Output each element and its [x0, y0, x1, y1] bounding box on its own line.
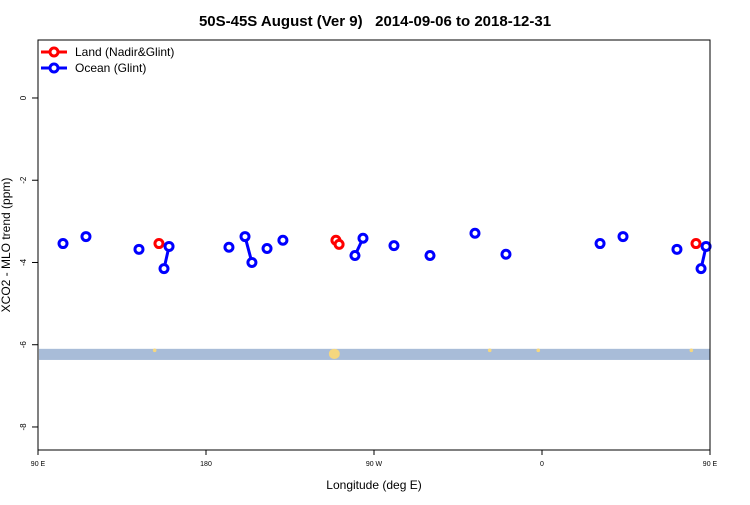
data-point: [671, 243, 683, 255]
data-point: [500, 248, 512, 260]
data-point: [246, 256, 258, 268]
data-point: [594, 238, 606, 250]
data-point: [424, 249, 436, 261]
data-point: [357, 232, 369, 244]
x-tick-label: 90 W: [366, 461, 383, 468]
land-mark: [328, 348, 339, 359]
legend-marker: [48, 46, 60, 58]
x-tick-label: 90 E: [703, 461, 718, 468]
data-point: [617, 231, 629, 243]
ocean-strip: [39, 348, 710, 360]
x-axis-label: Longitude (deg E): [326, 478, 421, 492]
data-point: [153, 238, 165, 250]
data-point: [223, 241, 235, 253]
y-tick-label: -4: [19, 258, 28, 266]
y-tick-label: -2: [19, 176, 28, 184]
x-tick-label: 90 E: [31, 461, 46, 468]
legend-label: Ocean (Glint): [75, 61, 146, 75]
x-tick-label: 180: [200, 461, 212, 468]
data-point: [700, 240, 712, 252]
data-point: [80, 231, 92, 243]
data-point: [261, 242, 273, 254]
data-point: [349, 249, 361, 261]
data-point: [158, 263, 170, 275]
data-point: [469, 227, 481, 239]
y-tick-label: -8: [19, 423, 28, 431]
chart-title: 50S-45S August (Ver 9) 2014-09-06 to 201…: [199, 13, 551, 30]
data-point: [57, 238, 69, 250]
land-mark: [536, 348, 541, 353]
y-tick-label: -6: [19, 341, 28, 349]
legend: Land (Nadir&Glint) Ocean (Glint): [41, 45, 174, 75]
x-tick-label: 0: [540, 461, 544, 468]
y-axis-label: XCO2 - MLO trend (ppm): [0, 178, 13, 313]
legend-label: Land (Nadir&Glint): [75, 45, 174, 59]
data-point: [239, 231, 251, 243]
data-point: [277, 234, 289, 246]
y-axis: 0 -2 -4 -6 -8: [19, 95, 38, 431]
legend-marker: [48, 62, 60, 74]
data-point: [333, 238, 345, 250]
data-point: [163, 240, 175, 252]
data-point: [695, 263, 707, 275]
data-point: [388, 240, 400, 252]
land-mark: [689, 348, 694, 353]
land-mark: [152, 348, 157, 353]
map-strip: [39, 348, 710, 360]
series-layer: [57, 227, 712, 275]
y-tick-label: 0: [19, 95, 28, 100]
data-point: [690, 238, 702, 250]
land-mark: [487, 348, 492, 353]
data-point: [133, 243, 145, 255]
